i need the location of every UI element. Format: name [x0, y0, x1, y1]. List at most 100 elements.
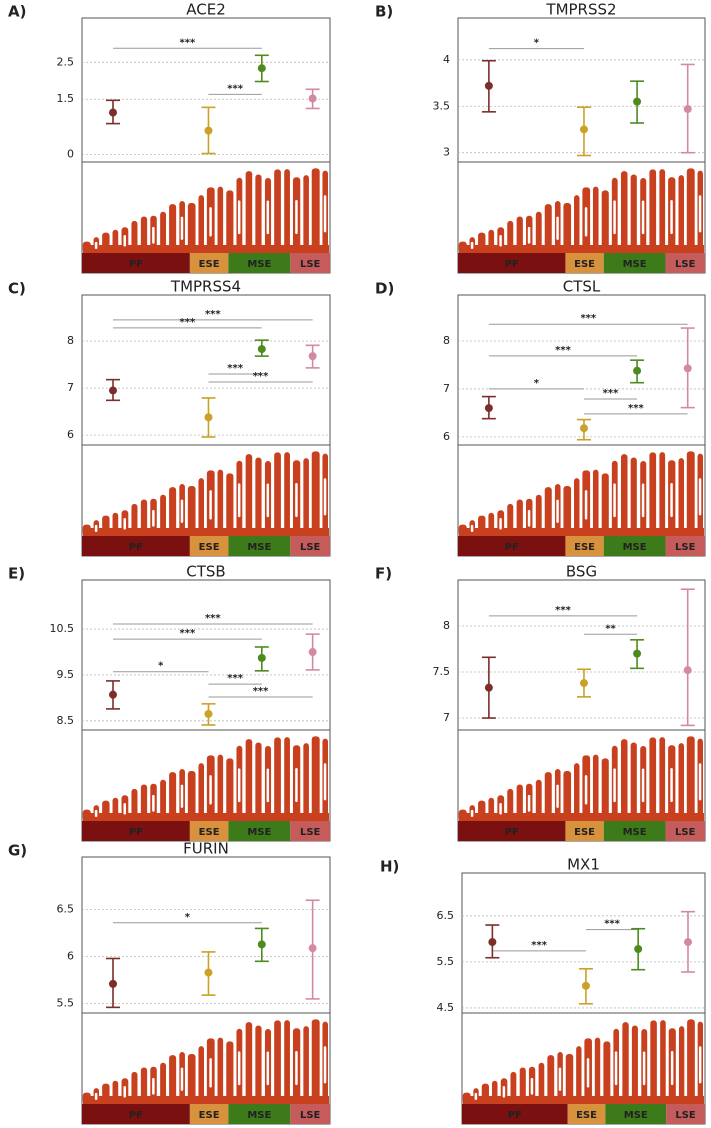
tissue-gland: [180, 499, 184, 524]
significance-label: *: [158, 661, 164, 672]
mean-point: [204, 709, 213, 718]
chart-title: CTSL: [563, 278, 601, 296]
significance-label: ***: [253, 686, 269, 697]
tissue-column: [478, 232, 486, 253]
mean-point: [109, 690, 117, 699]
tissue-column: [563, 486, 572, 536]
tissue-column: [659, 452, 666, 536]
tissue-gland: [323, 763, 327, 801]
phase-band: [462, 1104, 568, 1124]
tissue-column: [169, 204, 177, 253]
tissue-gland: [584, 775, 588, 805]
tissue-column: [573, 478, 580, 536]
tissue-gland: [123, 235, 126, 247]
phase-label: PF: [129, 259, 143, 270]
tissue-gland: [295, 483, 298, 518]
phase-band: [458, 253, 566, 273]
tissue-column: [303, 458, 309, 536]
tissue-column: [169, 487, 177, 536]
y-tick-label: 0: [67, 148, 74, 161]
tissue-gland: [323, 478, 327, 516]
significance-label: ***: [205, 309, 221, 320]
tissue-column: [131, 220, 138, 253]
tissue-gland: [152, 509, 155, 527]
tissue-gland: [266, 200, 270, 235]
plot-frame: [457, 579, 706, 731]
tissue-column: [573, 763, 580, 821]
tissue-column: [630, 174, 637, 253]
plot-frame: [81, 17, 331, 163]
significance-label: ***: [227, 83, 243, 94]
tissue-gland: [613, 200, 616, 235]
panel-label: F): [375, 565, 392, 583]
tissue-gland: [237, 483, 241, 518]
panel-label: A): [8, 3, 26, 21]
phase-band: [290, 821, 330, 841]
tissue-gland: [641, 200, 645, 235]
tissue-column: [491, 1080, 498, 1104]
tissue-gland: [180, 1067, 184, 1092]
tissue-column: [488, 229, 495, 253]
tissue-gland: [614, 1051, 618, 1086]
tissue-column: [217, 1037, 224, 1104]
tissue-gland: [670, 200, 673, 235]
mean-point: [484, 81, 493, 90]
tissue-column: [255, 1025, 262, 1104]
tissue-column: [659, 169, 666, 253]
tissue-column: [131, 1071, 138, 1104]
tissue-column: [516, 499, 523, 536]
phase-label: ESE: [576, 1110, 597, 1121]
y-tick-label: 7: [67, 381, 74, 394]
significance-label: ***: [531, 940, 547, 951]
tissue-column: [284, 737, 290, 821]
tissue-gland: [584, 490, 588, 520]
tissue-gland: [180, 216, 184, 241]
tissue-column: [311, 451, 320, 536]
tissue-column: [547, 1055, 555, 1104]
tissue-column: [649, 169, 657, 253]
phase-label: ESE: [199, 542, 220, 553]
chart-title: FURIN: [183, 840, 229, 858]
tissue-column: [102, 800, 110, 821]
tissue-gland: [209, 490, 212, 520]
tissue-column: [576, 1046, 582, 1104]
phase-band: [228, 253, 291, 273]
mean-point: [683, 105, 692, 114]
tissue-gland: [152, 1077, 155, 1095]
tissue-column: [284, 169, 290, 253]
significance-label: ***: [205, 613, 221, 624]
mean-point: [579, 679, 588, 688]
tissue-column: [678, 1026, 685, 1104]
tissue-column: [458, 241, 467, 253]
y-tick-label: 8.5: [57, 714, 75, 727]
tissue-column: [622, 1022, 629, 1104]
significance-label: ***: [580, 313, 596, 324]
chart-title: TMPRSS4: [170, 278, 241, 296]
phase-band: [82, 536, 190, 556]
phase-band: [290, 1104, 330, 1124]
chart-title: ACE2: [186, 1, 226, 19]
tissue-gland: [152, 794, 155, 812]
tissue-column: [601, 473, 609, 536]
y-tick-label: 6.5: [437, 909, 455, 922]
tissue-gland: [698, 1046, 702, 1084]
tissue-column: [284, 1020, 290, 1104]
tissue-column: [563, 771, 572, 821]
mean-point: [308, 944, 317, 953]
significance-label: ***: [555, 345, 571, 356]
tissue-column: [603, 1041, 611, 1104]
phase-label: PF: [129, 827, 143, 838]
tissue-column: [516, 216, 523, 253]
chart-title: MX1: [567, 856, 600, 874]
tissue-column: [226, 473, 234, 536]
tissue-column: [112, 797, 119, 821]
panel: A) ACE2 0 1.5 2.5 *** *** PF ESE MSE LSE: [8, 1, 331, 274]
tissue-gland: [499, 803, 502, 815]
tissue-gland: [527, 226, 531, 244]
tissue-column: [488, 512, 495, 536]
tissue-column: [198, 478, 205, 536]
mean-point: [488, 938, 497, 947]
significance-label: ***: [180, 317, 196, 328]
tissue-base: [459, 245, 704, 253]
